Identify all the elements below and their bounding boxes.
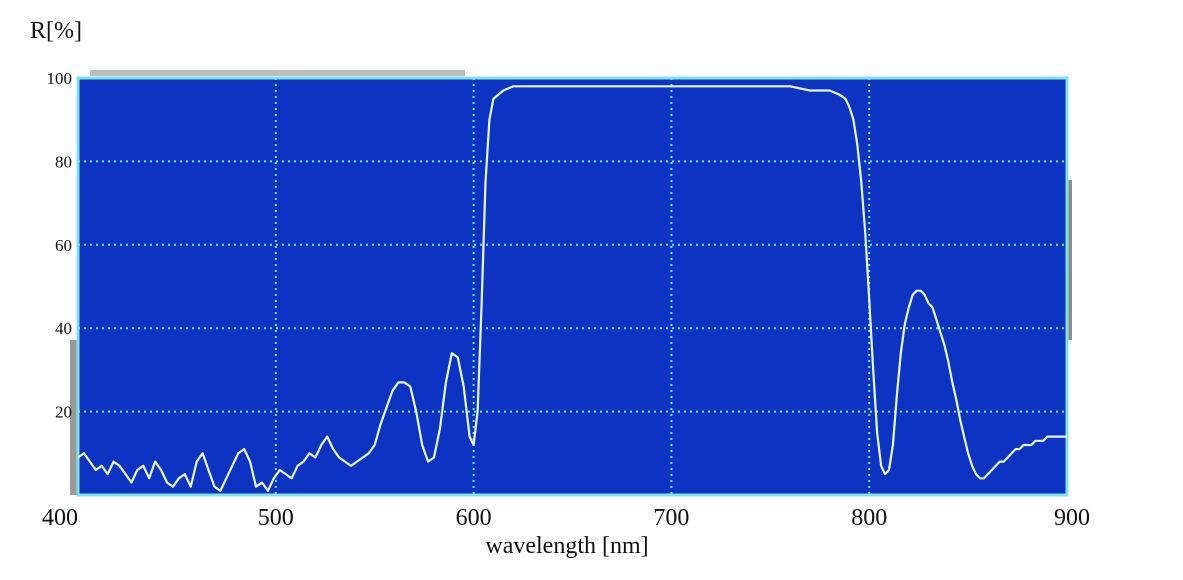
y-tick-label: 60 — [55, 236, 72, 255]
x-tick-label: 800 — [851, 505, 887, 531]
backing-panel-top — [90, 70, 465, 76]
y-tick-label: 40 — [55, 319, 72, 338]
x-axis-title: wavelength [nm] — [485, 533, 648, 559]
plot-area — [78, 78, 1067, 495]
y-tick-label: 80 — [55, 152, 72, 171]
x-tick-labels: 400 500 600 700 800 900 — [42, 505, 1090, 531]
series-line — [77, 85, 1067, 492]
y-tick-labels: 20 40 60 80 100 — [47, 69, 73, 422]
y-axis-title: R[%] — [30, 18, 82, 44]
plot-frame — [76, 76, 1069, 497]
y-tick-label: 100 — [47, 69, 73, 88]
y-tick-label: 20 — [55, 403, 72, 422]
x-tick-label: 500 — [258, 505, 294, 531]
x-tick-label: 900 — [1054, 505, 1090, 531]
x-tick-label: 700 — [653, 505, 689, 531]
x-tick-label: 400 — [42, 505, 78, 531]
x-tick-label: 600 — [456, 505, 492, 531]
